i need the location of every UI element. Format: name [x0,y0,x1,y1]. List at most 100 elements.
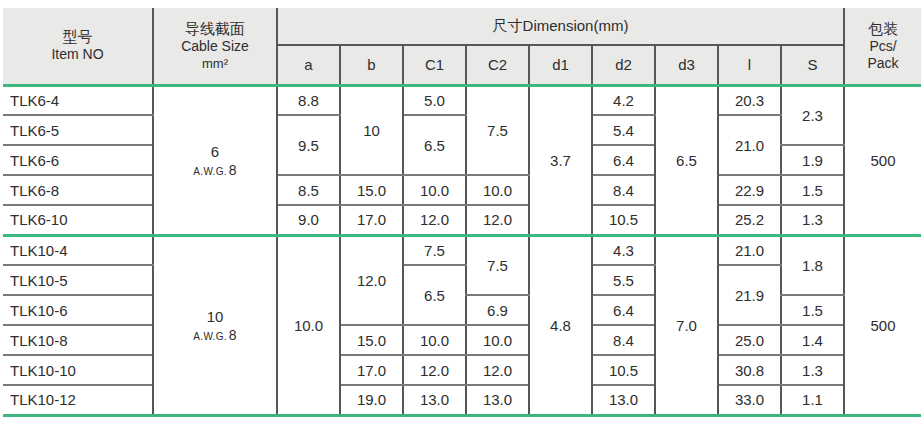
header-col-d1: d1 [529,45,592,85]
header-dimension: 尺寸Dimension(mm) [277,8,844,45]
cell-l: 25.0 [718,325,781,355]
cell-d2: 4.3 [592,235,655,265]
cable-awg: A.W.G.8 [154,161,276,178]
cell-c1: 13.0 [403,385,466,415]
cell-c1: 12.0 [403,205,466,235]
item-cell: TLK10-6 [3,295,153,325]
cell-c1: 10.0 [403,325,466,355]
table-row: TLK6-8 8.5 15.0 10.0 10.0 8.4 22.9 1.5 [3,175,921,205]
cell-s: 1.8 [781,235,844,295]
cell-d2: 6.4 [592,295,655,325]
cell-c2: 12.0 [466,205,529,235]
cell-s: 1.1 [781,385,844,415]
cell-c1: 10.0 [403,175,466,205]
cell-a: 9.0 [277,205,340,235]
cell-d3: 6.5 [655,85,718,235]
header-cable-size-unit: mm² [154,56,276,72]
cell-c2: 7.5 [466,235,529,295]
header-pack: 包装 Pcs/ Pack [844,8,921,85]
item-cell: TLK10-12 [3,385,153,415]
awg-label: A.W.G. [193,166,226,177]
cell-l: 21.0 [718,235,781,265]
header-col-s: S [781,45,844,85]
header-cable-size-zh: 导线截面 [154,20,276,38]
cell-c1: 6.5 [403,265,466,325]
table-row: TLK10-8 15.0 10.0 10.0 8.4 25.0 1.4 [3,325,921,355]
header-row-top: 型号 Item NO 导线截面 Cable Size mm² 尺寸Dimensi… [3,8,921,45]
awg-value: 8 [229,327,237,343]
item-cell: TLK6-8 [3,175,153,205]
spec-table-page: 型号 Item NO 导线截面 Cable Size mm² 尺寸Dimensi… [0,0,924,417]
cell-d1: 3.7 [529,85,592,235]
cell-d2: 6.4 [592,145,655,175]
cell-l: 21.9 [718,265,781,325]
header-pack-en2: Pack [845,55,921,72]
pack-cell: 500 [844,85,921,235]
header-col-d2: d2 [592,45,655,85]
header-col-l: l [718,45,781,85]
cell-b: 17.0 [340,205,403,235]
cell-l: 20.3 [718,85,781,115]
header-cable-size-en: Cable Size [154,38,276,55]
cell-d2: 10.5 [592,205,655,235]
cable-size-cell: 10 A.W.G.8 [153,235,277,415]
cell-b: 15.0 [340,175,403,205]
header-col-b: b [340,45,403,85]
table-header: 型号 Item NO 导线截面 Cable Size mm² 尺寸Dimensi… [3,8,921,85]
cell-a: 8.5 [277,175,340,205]
header-pack-en1: Pcs/ [845,38,921,55]
header-col-d3: d3 [655,45,718,85]
cell-c2: 7.5 [466,85,529,175]
cell-d1: 4.8 [529,235,592,415]
header-item-no-en: Item NO [3,46,152,63]
header-pack-zh: 包装 [845,20,921,38]
cell-d2: 10.5 [592,355,655,385]
table-row: TLK10-12 19.0 13.0 13.0 13.0 33.0 1.1 [3,385,921,415]
cell-d3: 7.0 [655,235,718,415]
cell-c2: 12.0 [466,355,529,385]
cell-b: 17.0 [340,355,403,385]
cell-a: 10.0 [277,235,340,415]
cell-d2: 4.2 [592,85,655,115]
cell-s: 1.4 [781,325,844,355]
cell-b: 19.0 [340,385,403,415]
cell-d2: 5.5 [592,265,655,295]
cable-awg: A.W.G.8 [154,326,276,343]
table-row: TLK10-10 17.0 12.0 12.0 10.5 30.8 1.3 [3,355,921,385]
pack-cell: 500 [844,235,921,415]
header-cable-size: 导线截面 Cable Size mm² [153,8,277,85]
cell-s: 1.3 [781,205,844,235]
item-cell: TLK6-4 [3,85,153,115]
cell-s: 1.3 [781,355,844,385]
cell-c2: 6.9 [466,295,529,325]
cell-c1: 7.5 [403,235,466,265]
cable-size-cell: 6 A.W.G.8 [153,85,277,235]
item-cell: TLK6-6 [3,145,153,175]
item-cell: TLK10-4 [3,235,153,265]
cell-a: 8.8 [277,85,340,115]
header-item-no: 型号 Item NO [3,8,153,85]
cell-d2: 8.4 [592,325,655,355]
header-col-c2: C2 [466,45,529,85]
cell-c1: 6.5 [403,115,466,175]
cell-c2: 10.0 [466,175,529,205]
cell-a: 9.5 [277,115,340,175]
header-col-a: a [277,45,340,85]
cell-d2: 5.4 [592,115,655,145]
cell-l: 25.2 [718,205,781,235]
item-cell: TLK10-5 [3,265,153,295]
awg-label: A.W.G. [193,331,226,342]
table-row: TLK10-4 10 A.W.G.8 10.0 12.0 7.5 7.5 4.8… [3,235,921,265]
section-tlk10: TLK10-4 10 A.W.G.8 10.0 12.0 7.5 7.5 4.8… [3,235,921,415]
cell-b: 12.0 [340,235,403,325]
item-cell: TLK6-10 [3,205,153,235]
cell-c1: 12.0 [403,355,466,385]
header-col-c1: C1 [403,45,466,85]
cable-mm2: 10 [154,308,276,326]
cell-c2: 13.0 [466,385,529,415]
header-item-no-zh: 型号 [3,28,152,46]
cell-d2: 13.0 [592,385,655,415]
cell-l: 33.0 [718,385,781,415]
spec-table: 型号 Item NO 导线截面 Cable Size mm² 尺寸Dimensi… [3,8,921,417]
cell-b: 10 [340,85,403,175]
